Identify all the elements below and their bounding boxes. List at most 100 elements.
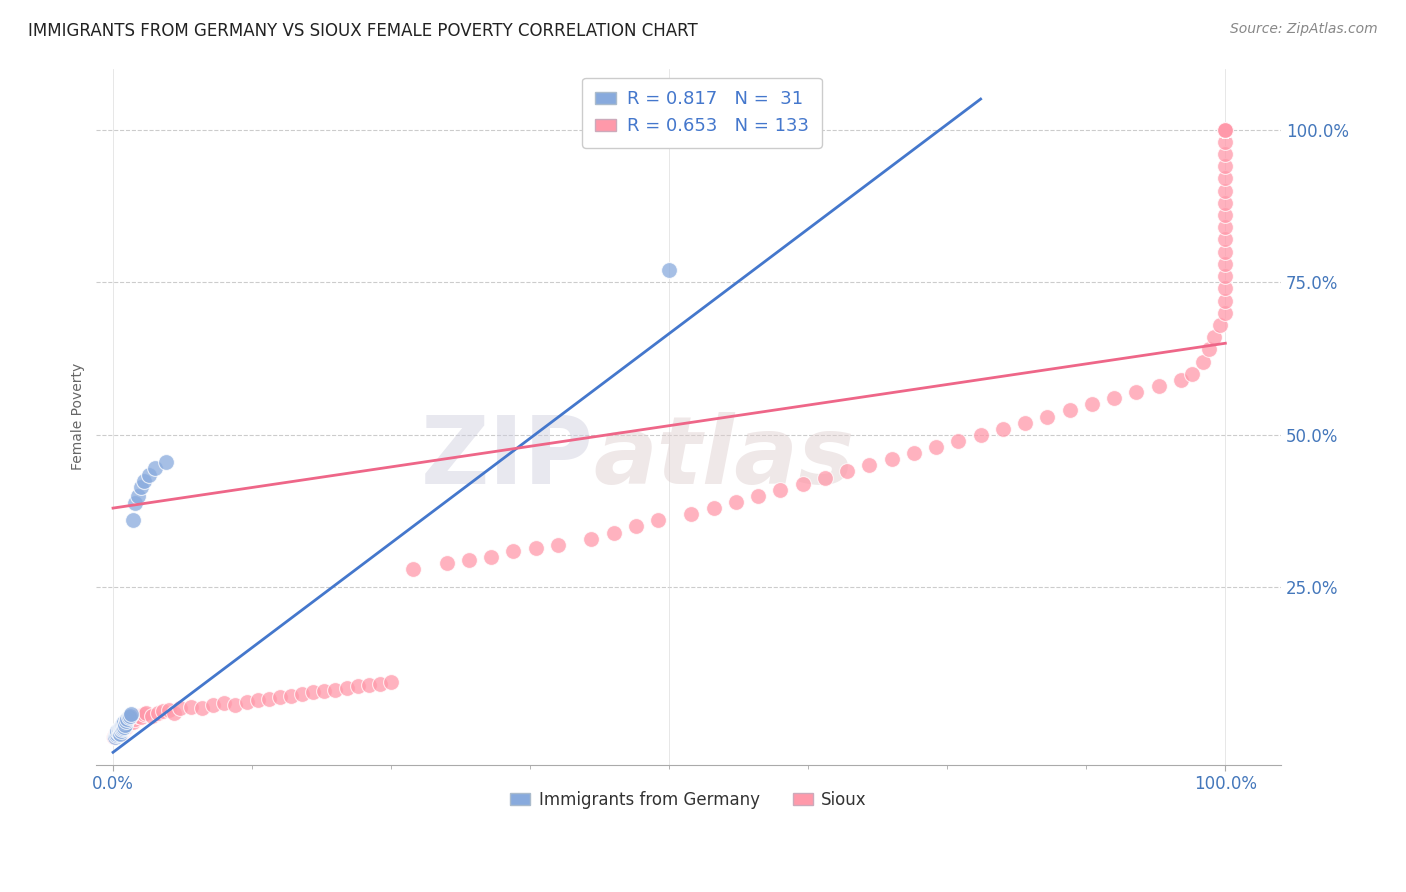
Point [1215, 208, 1237, 222]
Point [1215, 184, 1237, 198]
Point [1215, 306, 1237, 320]
Point [1215, 269, 1237, 284]
Point [1215, 244, 1237, 259]
Point [108, 722, 131, 736]
Point [458, 553, 481, 567]
Text: atlas: atlas [593, 412, 855, 504]
Point [747, 489, 769, 503]
Point [191, 701, 214, 715]
Point [112, 714, 135, 729]
Point [134, 707, 156, 722]
Point [1215, 122, 1237, 136]
Point [1215, 122, 1237, 136]
Point [152, 704, 174, 718]
Point [1198, 343, 1220, 357]
Point [108, 725, 131, 739]
Point [1215, 122, 1237, 136]
Point [146, 706, 169, 720]
Point [814, 470, 837, 484]
Point [114, 721, 136, 735]
Point [103, 730, 125, 744]
Point [105, 727, 128, 741]
Point [115, 720, 138, 734]
Point [115, 714, 138, 728]
Point [112, 718, 135, 732]
Point [858, 458, 880, 473]
Point [1215, 281, 1237, 295]
Point [1036, 409, 1059, 424]
Point [214, 697, 236, 711]
Point [108, 721, 131, 735]
Point [479, 549, 502, 564]
Point [1215, 122, 1237, 136]
Point [107, 725, 129, 739]
Point [1215, 122, 1237, 136]
Point [1014, 416, 1036, 430]
Point [524, 541, 547, 555]
Point [157, 702, 180, 716]
Point [502, 544, 524, 558]
Point [115, 714, 138, 729]
Point [1215, 195, 1237, 210]
Point [880, 452, 903, 467]
Point [837, 465, 859, 479]
Point [724, 495, 747, 509]
Point [1181, 367, 1204, 381]
Point [1209, 318, 1232, 332]
Point [107, 723, 129, 738]
Text: ZIP: ZIP [420, 412, 593, 504]
Point [1170, 373, 1192, 387]
Point [581, 532, 603, 546]
Point [120, 707, 142, 722]
Point [1081, 397, 1104, 411]
Point [1215, 122, 1237, 136]
Point [1215, 135, 1237, 149]
Point [111, 725, 134, 739]
Point [108, 727, 131, 741]
Point [117, 710, 139, 724]
Point [180, 699, 202, 714]
Point [925, 440, 948, 454]
Point [1215, 122, 1237, 136]
Point [380, 675, 402, 690]
Point [117, 714, 139, 728]
Point [246, 693, 269, 707]
Point [135, 706, 157, 720]
Point [769, 483, 792, 497]
Point [1215, 122, 1237, 136]
Point [1215, 122, 1237, 136]
Point [302, 685, 325, 699]
Point [1215, 122, 1237, 136]
Point [114, 716, 136, 731]
Y-axis label: Female Poverty: Female Poverty [72, 363, 86, 470]
Point [122, 710, 145, 724]
Point [269, 690, 291, 705]
Point [112, 721, 135, 735]
Point [124, 712, 146, 726]
Point [107, 722, 129, 736]
Point [1215, 293, 1237, 308]
Point [104, 728, 127, 742]
Point [1215, 122, 1237, 136]
Point [118, 714, 141, 729]
Point [107, 727, 129, 741]
Point [138, 467, 160, 482]
Text: IMMIGRANTS FROM GERMANY VS SIOUX FEMALE POVERTY CORRELATION CHART: IMMIGRANTS FROM GERMANY VS SIOUX FEMALE … [28, 22, 697, 40]
Point [114, 718, 136, 732]
Point [112, 716, 135, 731]
Point [110, 723, 132, 738]
Point [1204, 330, 1226, 344]
Point [280, 689, 302, 703]
Point [1215, 147, 1237, 161]
Point [111, 721, 134, 735]
Point [991, 422, 1014, 436]
Point [202, 698, 225, 712]
Point [134, 474, 156, 488]
Point [117, 712, 139, 726]
Point [969, 427, 991, 442]
Point [129, 480, 152, 494]
Point [110, 723, 132, 738]
Point [118, 708, 141, 723]
Point [1215, 122, 1237, 136]
Point [235, 695, 257, 709]
